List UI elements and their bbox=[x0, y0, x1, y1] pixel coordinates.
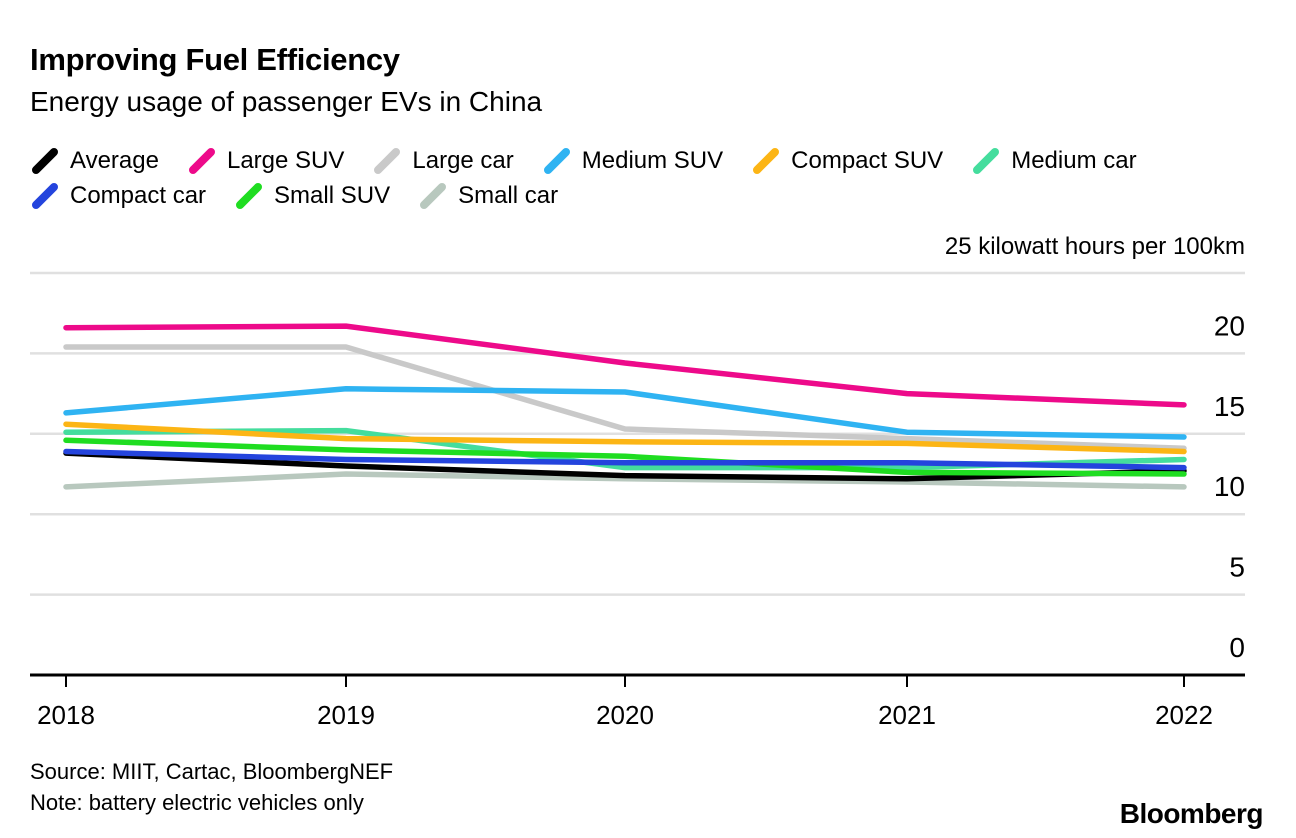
legend-swatch-icon bbox=[753, 148, 780, 174]
legend-item-large-car: Large car bbox=[372, 146, 514, 176]
legend-item-medium-suv: Medium SUV bbox=[542, 146, 723, 176]
legend-label: Small car bbox=[458, 182, 559, 209]
legend-row: Average Large SUV Large car Medium SUV Compa… bbox=[30, 146, 1270, 176]
legend-item-small-car: Small car bbox=[418, 181, 558, 211]
legend-swatch-icon bbox=[420, 183, 447, 209]
legend-label: Compact car bbox=[70, 182, 207, 209]
y-tick-label: 15 bbox=[1214, 391, 1245, 422]
y-tick-label: 0 bbox=[1229, 632, 1245, 663]
legend-label: Small SUV bbox=[274, 182, 391, 209]
legend-label: Large SUV bbox=[226, 147, 345, 174]
axis-unit-label: 25 kilowatt hours per 100km bbox=[944, 233, 1245, 260]
legend: Average Large SUV Large car Medium SUV Compa… bbox=[30, 146, 1270, 216]
x-tick-label: 2022 bbox=[1155, 700, 1213, 730]
y-tick-label: 10 bbox=[1214, 471, 1245, 502]
legend-item-compact-suv: Compact SUV bbox=[751, 146, 943, 176]
series-line-compact-suv bbox=[63, 421, 1187, 455]
legend-swatch-icon bbox=[236, 183, 263, 209]
legend-swatch-icon bbox=[973, 148, 1000, 174]
legend-item-small-suv: Small SUV bbox=[234, 181, 390, 211]
legend-label: Medium car bbox=[1011, 147, 1137, 174]
legend-label: Average bbox=[70, 147, 159, 174]
x-tick-label: 2021 bbox=[878, 700, 936, 730]
legend-item-medium-car: Medium car bbox=[971, 146, 1137, 176]
source-text: Source: MIIT, Cartac, BloombergNEF bbox=[30, 759, 394, 784]
legend-item-compact-car: Compact car bbox=[30, 181, 206, 211]
series-line-large-suv bbox=[63, 323, 1187, 408]
x-tick-label: 2018 bbox=[37, 700, 95, 730]
legend-swatch-icon bbox=[543, 148, 570, 174]
series-line-compact-car bbox=[63, 448, 1187, 471]
legend-swatch-icon bbox=[32, 183, 58, 209]
y-tick-label: 20 bbox=[1214, 310, 1245, 341]
series-line-medium-suv bbox=[63, 386, 1187, 440]
y-tick-label: 5 bbox=[1229, 552, 1245, 583]
legend-swatch-icon bbox=[374, 148, 401, 174]
chart-subtitle: Energy usage of passenger EVs in China bbox=[30, 86, 543, 117]
legend-item-average: Average bbox=[30, 146, 159, 176]
series-line-average bbox=[63, 450, 1187, 482]
legend-row: Compact car Small SUV Small car bbox=[30, 181, 1270, 211]
legend-label: Large car bbox=[412, 147, 514, 174]
series-line-small-suv bbox=[63, 437, 1187, 477]
legend-label: Compact SUV bbox=[791, 147, 944, 174]
legend-label: Medium SUV bbox=[581, 147, 724, 174]
series-line-small-car bbox=[63, 471, 1187, 490]
series-line-large-car bbox=[63, 344, 1187, 452]
source-note: Source: MIIT, Cartac, BloombergNEF Note:… bbox=[30, 756, 393, 818]
legend-item-large-suv: Large SUV bbox=[187, 146, 344, 176]
x-tick-label: 2019 bbox=[317, 700, 375, 730]
bloomberg-logo: Bloomberg bbox=[1119, 798, 1264, 829]
legend-swatch-icon bbox=[32, 148, 58, 174]
chart-title: Improving Fuel Efficiency bbox=[30, 42, 400, 77]
x-tick-label: 2020 bbox=[596, 700, 654, 730]
legend-swatch-icon bbox=[188, 148, 215, 174]
note-text: Note: battery electric vehicles only bbox=[30, 790, 364, 815]
